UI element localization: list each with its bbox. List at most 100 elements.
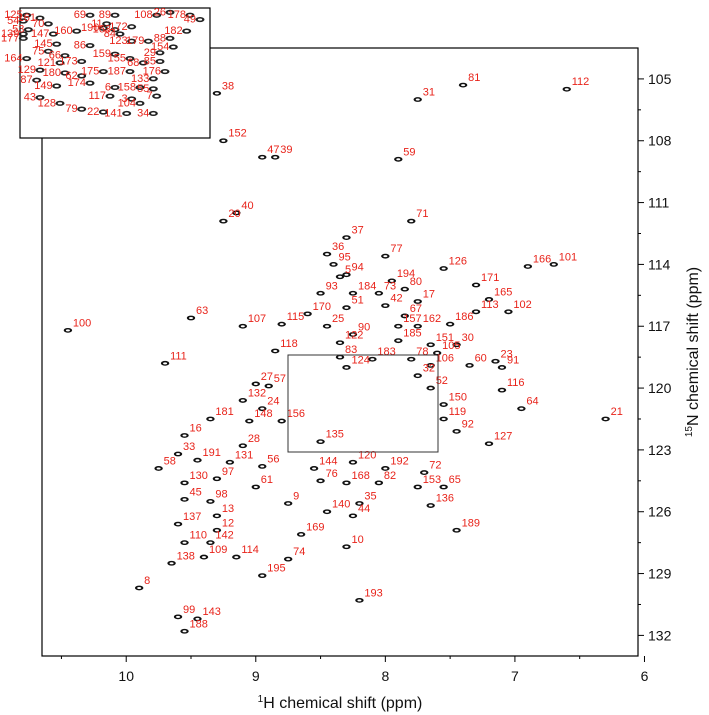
inset-peak-label: 117 [88, 90, 106, 102]
inset-peak-label: 43 [24, 92, 36, 104]
peak-marker-core [299, 533, 304, 536]
peak-label: 131 [235, 449, 253, 461]
peak-label: 122 [345, 330, 363, 342]
peak-label: 40 [241, 200, 253, 212]
inset-peak-marker-core [187, 14, 193, 17]
peak-label: 32 [423, 363, 435, 375]
inset-peak-label: 22 [87, 106, 99, 118]
inset-peak-marker-core [137, 102, 143, 105]
inset-peak-label: 161 [18, 12, 36, 24]
peak-label: 157 [403, 313, 421, 325]
peak-label: 113 [481, 299, 499, 311]
peak-marker-core [214, 92, 219, 95]
peak-label: 116 [507, 377, 525, 389]
peak-marker-core [201, 556, 206, 559]
inset-peak-marker-core [37, 96, 43, 99]
peak-label: 127 [494, 431, 512, 443]
x-axis-title-superscript: 1 [258, 694, 264, 705]
peak-marker-core [357, 599, 362, 602]
peak-marker-core [273, 156, 278, 159]
peak-marker-core [383, 304, 388, 307]
peak-marker-core [182, 434, 187, 437]
peak-marker-core [331, 263, 336, 266]
peak-marker-core [195, 459, 200, 462]
peak-marker-core [273, 349, 278, 352]
inset-peak-marker-core [101, 70, 106, 73]
peak-label: 112 [572, 76, 590, 88]
y-axis: 105 108 111 114 117 120 123 126 129 132 [638, 71, 672, 643]
peak-marker-core [415, 98, 420, 101]
peak-label: 166 [533, 253, 551, 265]
inset-peak-label: 54 [7, 15, 19, 27]
peak-label: 74 [293, 546, 305, 558]
y-axis-title: 15N chemical shift (ppm) [684, 267, 702, 437]
y-tick-label: 105 [648, 71, 672, 87]
peak-label: 71 [416, 208, 428, 220]
peak-label: 152 [228, 128, 246, 140]
y-tick-label: 120 [648, 380, 672, 396]
peak-label: 52 [436, 375, 448, 387]
peak-label: 138 [177, 550, 195, 562]
inset-peak-label: 68 [127, 57, 139, 69]
peak-marker-core [428, 364, 433, 367]
inset-peak-marker-core [62, 54, 68, 57]
inset-peak-marker-core [124, 112, 129, 115]
peak-marker-core [169, 562, 174, 565]
peak-marker-core [260, 407, 265, 410]
y-tick-label: 129 [648, 566, 672, 582]
peak-marker-core [221, 139, 226, 142]
peak-label: 25 [332, 313, 344, 325]
inset-peak-marker-core [74, 30, 79, 33]
peak-label: 94 [351, 262, 363, 274]
peak-marker-core [240, 444, 245, 447]
peak-label: 82 [384, 470, 396, 482]
peak-label: 39 [280, 144, 292, 156]
inset-peak-marker-core [57, 61, 63, 64]
peak-label: 20 [228, 208, 240, 220]
peak-marker-core [182, 630, 187, 633]
inset-peak-marker-core [51, 32, 56, 36]
inset-peak-marker-core [129, 40, 134, 43]
peak-marker-core [344, 545, 349, 548]
peak-marker-core [499, 389, 504, 392]
peak-marker-core [182, 481, 187, 484]
inset-peak-label: 49 [184, 14, 196, 26]
inset-peak-label: 141 [104, 107, 122, 119]
inset-peak-label: 69 [74, 9, 86, 21]
inset-peak-marker-core [137, 86, 143, 89]
peak-label: 31 [423, 87, 435, 99]
peak-label: 171 [481, 272, 499, 284]
peak-marker-core [182, 498, 187, 501]
peak-marker-core [318, 292, 323, 295]
inset-peak-label: 180 [43, 67, 61, 79]
inset-peak-marker-core [26, 28, 31, 31]
peak-label: 38 [222, 80, 234, 92]
peak-label: 72 [429, 460, 441, 472]
peak-label: 36 [332, 241, 344, 253]
peak-marker-core [176, 453, 181, 456]
x-tick-label: 8 [381, 668, 389, 684]
inset-peak-marker-core [21, 32, 26, 36]
peak-marker-core [389, 279, 394, 282]
peak-marker-core [208, 417, 213, 420]
peak-label: 150 [449, 392, 467, 404]
peak-label: 135 [326, 429, 344, 441]
peak-marker-core [383, 255, 388, 258]
inset-peak-marker-core [129, 97, 134, 101]
peak-marker-core [564, 88, 569, 91]
inset-peak-marker-core [21, 19, 26, 23]
peak-label: 64 [526, 396, 538, 408]
inset-peak-marker-core [79, 74, 84, 77]
peak-marker-core [260, 465, 265, 468]
inset-peak-label: 190 [81, 22, 99, 34]
peak-label: 111 [170, 350, 187, 362]
peak-label: 95 [339, 251, 351, 263]
peak-marker-core [428, 343, 433, 346]
inset-peak-marker-core [197, 18, 203, 21]
peak-label: 77 [390, 243, 402, 255]
peak-marker-core [260, 156, 265, 159]
inset-peak-marker-core [104, 22, 109, 25]
peak-marker-core [350, 333, 355, 336]
peak-label: 92 [462, 418, 474, 430]
peak-label: 57 [274, 373, 286, 385]
